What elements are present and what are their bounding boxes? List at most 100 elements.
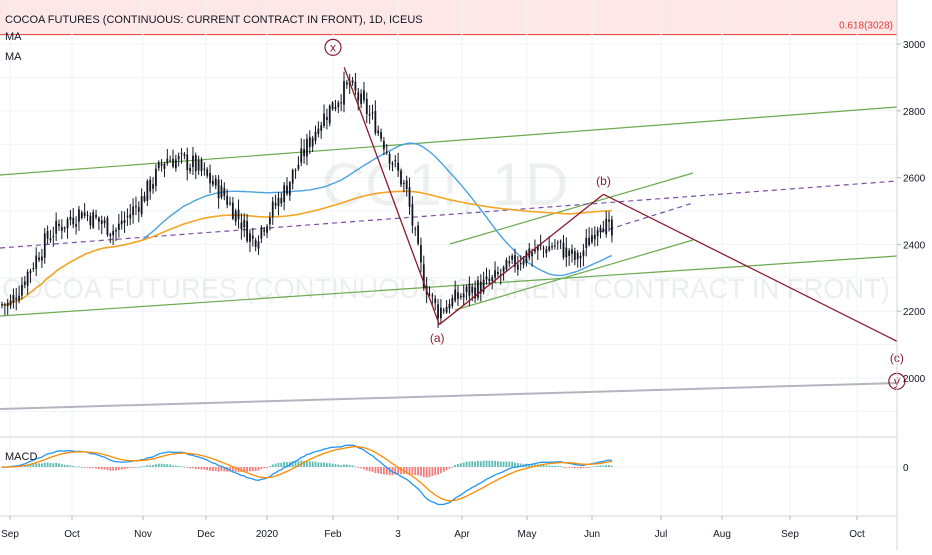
candle[interactable]	[137, 201, 140, 223]
candle[interactable]	[163, 161, 166, 178]
candle[interactable]	[311, 135, 314, 152]
candle[interactable]	[554, 239, 556, 250]
candle[interactable]	[246, 214, 248, 243]
candle[interactable]	[43, 227, 46, 264]
macd-label[interactable]: MACD	[5, 451, 38, 463]
candle[interactable]	[391, 161, 394, 172]
candle[interactable]	[300, 138, 303, 167]
candle[interactable]	[573, 247, 576, 266]
candle[interactable]	[229, 196, 231, 207]
candle[interactable]	[271, 196, 274, 225]
candle[interactable]	[303, 139, 305, 164]
candle[interactable]	[374, 100, 377, 136]
candle[interactable]	[243, 213, 246, 238]
candle[interactable]	[365, 92, 368, 124]
candle[interactable]	[98, 216, 100, 231]
candle[interactable]	[206, 167, 209, 179]
wave-label-a[interactable]: (a)	[430, 331, 445, 345]
candle[interactable]	[417, 221, 419, 246]
support-trendline[interactable]	[0, 382, 898, 410]
candle[interactable]	[9, 294, 12, 310]
candle[interactable]	[266, 224, 268, 238]
candle[interactable]	[326, 108, 328, 130]
ma-200-line[interactable]	[1, 190, 612, 307]
candle[interactable]	[405, 175, 408, 197]
candle[interactable]	[180, 148, 183, 164]
candle[interactable]	[499, 268, 502, 285]
elliott-wave-line-2[interactable]	[438, 193, 604, 326]
candle[interactable]	[593, 226, 596, 247]
candle[interactable]	[383, 137, 385, 156]
candle[interactable]	[280, 192, 283, 207]
candle[interactable]	[479, 274, 482, 302]
ma-indicator-label-2[interactable]: MA	[5, 51, 22, 63]
candle[interactable]	[459, 293, 462, 300]
candle[interactable]	[115, 227, 117, 242]
candle[interactable]	[152, 177, 154, 194]
candle[interactable]	[514, 248, 516, 273]
candle[interactable]	[385, 143, 388, 155]
candle[interactable]	[155, 164, 157, 192]
candle[interactable]	[360, 89, 362, 109]
candle[interactable]	[420, 237, 422, 273]
macd-signal-line[interactable]	[2, 445, 612, 502]
candle[interactable]	[106, 215, 109, 237]
candle[interactable]	[160, 158, 163, 172]
candle[interactable]	[343, 71, 345, 113]
candle[interactable]	[320, 121, 323, 139]
candle[interactable]	[35, 247, 38, 277]
candle[interactable]	[482, 271, 485, 295]
candle[interactable]	[576, 250, 579, 268]
candle[interactable]	[135, 196, 137, 216]
channel-upper-line[interactable]	[0, 106, 898, 176]
candle[interactable]	[92, 209, 95, 229]
candle[interactable]	[192, 146, 194, 176]
candle[interactable]	[354, 73, 357, 96]
candle[interactable]	[437, 299, 439, 329]
minor-channel-upper-line[interactable]	[449, 172, 694, 245]
candle[interactable]	[448, 299, 451, 314]
candle[interactable]	[474, 280, 476, 303]
candle[interactable]	[559, 239, 562, 249]
candle[interactable]	[408, 177, 411, 215]
candle[interactable]	[394, 155, 397, 168]
candle[interactable]	[334, 99, 337, 112]
candle[interactable]	[75, 216, 77, 235]
candle[interactable]	[591, 227, 593, 245]
candle[interactable]	[571, 244, 573, 263]
candle[interactable]	[217, 175, 220, 209]
candle[interactable]	[209, 164, 211, 194]
ma-indicator-label-1[interactable]: MA	[5, 31, 22, 43]
candle[interactable]	[143, 191, 146, 203]
candle[interactable]	[442, 307, 445, 314]
candle[interactable]	[69, 209, 72, 226]
candle[interactable]	[497, 266, 499, 278]
candle[interactable]	[3, 302, 6, 316]
candle[interactable]	[38, 251, 40, 263]
candle[interactable]	[565, 237, 568, 267]
elliott-wave-line-3[interactable]	[603, 193, 898, 342]
candle[interactable]	[157, 160, 160, 172]
candle[interactable]	[63, 226, 66, 233]
candle[interactable]	[377, 125, 380, 137]
candle[interactable]	[212, 175, 214, 187]
candle[interactable]	[323, 104, 325, 129]
candle[interactable]	[86, 210, 89, 222]
candle[interactable]	[345, 79, 348, 89]
candle[interactable]	[21, 277, 23, 300]
candle[interactable]	[317, 121, 320, 138]
candle[interactable]	[166, 148, 169, 166]
candle[interactable]	[454, 280, 457, 303]
candle[interactable]	[186, 147, 189, 181]
candle[interactable]	[579, 252, 582, 268]
candle[interactable]	[112, 224, 115, 245]
candle[interactable]	[551, 242, 553, 251]
candle[interactable]	[103, 216, 106, 228]
candle[interactable]	[132, 198, 134, 224]
candle[interactable]	[231, 196, 234, 221]
candle[interactable]	[177, 152, 180, 167]
candle[interactable]	[117, 213, 120, 238]
candle[interactable]	[174, 154, 177, 172]
candle[interactable]	[445, 300, 448, 314]
candle[interactable]	[602, 220, 605, 233]
